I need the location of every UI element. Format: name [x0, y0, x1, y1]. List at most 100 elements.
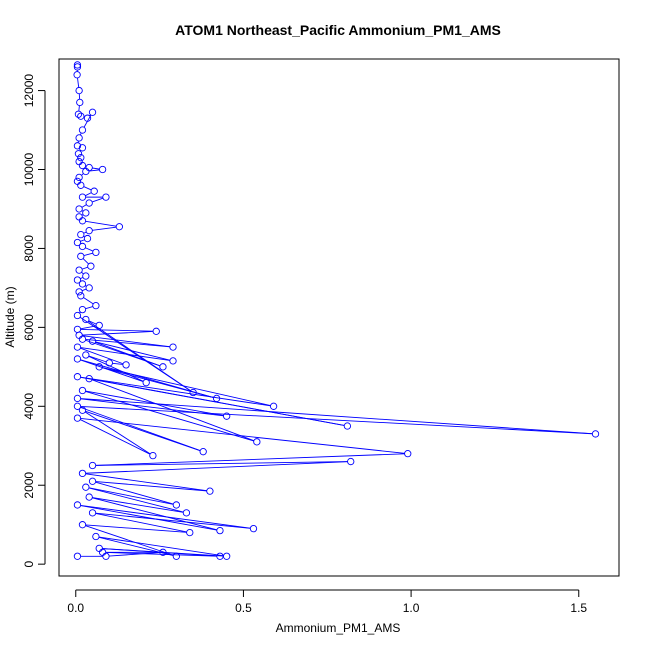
series-segment — [80, 505, 217, 531]
series-segment — [92, 378, 345, 426]
plot-area — [58, 58, 620, 577]
data-point — [85, 284, 93, 292]
data-point — [77, 154, 85, 162]
data-point — [186, 528, 194, 537]
series-segment — [80, 419, 151, 455]
data-point — [73, 414, 82, 422]
series-segment — [82, 335, 170, 348]
series-segment — [92, 497, 217, 531]
data-point — [73, 402, 82, 410]
data-point — [75, 157, 83, 166]
y-tick-label: 8000 — [22, 235, 36, 262]
data-point — [102, 193, 110, 201]
data-point — [75, 266, 83, 274]
data-point — [152, 327, 160, 335]
y-tick-label: 4000 — [22, 393, 36, 420]
data-point — [169, 343, 177, 351]
data-point — [78, 126, 87, 134]
data-point — [199, 448, 207, 456]
data-point — [253, 438, 261, 446]
data-point — [73, 142, 82, 150]
data-point — [82, 315, 90, 324]
data-point — [73, 276, 82, 284]
data-point — [172, 552, 181, 560]
data-point — [78, 144, 87, 152]
series-segment — [80, 359, 144, 383]
series-segment — [83, 231, 87, 234]
data-point — [82, 351, 90, 359]
data-point — [189, 388, 197, 397]
series-segment — [88, 355, 144, 382]
series-segment — [88, 355, 107, 363]
data-point — [98, 165, 107, 174]
data-point — [404, 450, 412, 458]
data-point — [92, 532, 100, 541]
data-point — [73, 71, 81, 79]
data-point — [216, 526, 224, 535]
series-segment — [109, 552, 160, 557]
series-segment — [80, 347, 124, 365]
data-point — [95, 321, 103, 330]
series-segment — [92, 167, 100, 170]
series-segment — [80, 347, 170, 361]
series-segment — [85, 247, 94, 252]
data-point — [73, 311, 82, 320]
data-point — [98, 548, 107, 556]
y-tick-label: 0 — [22, 561, 36, 568]
series-segment — [82, 258, 89, 265]
data-point — [77, 252, 85, 260]
series-segment — [92, 226, 117, 231]
x-tick-label: 1.5 — [570, 601, 587, 615]
data-point — [78, 469, 87, 478]
data-point — [216, 552, 224, 560]
y-tick-label: 2000 — [22, 472, 36, 499]
data-point — [82, 272, 90, 280]
series-segment — [95, 461, 348, 466]
data-point — [73, 63, 82, 71]
data-point — [85, 163, 93, 172]
y-tick-label: 10000 — [22, 152, 36, 186]
series-segment — [81, 204, 87, 208]
series-segment — [80, 398, 593, 435]
series-segment — [95, 453, 405, 466]
series-segment — [80, 376, 271, 407]
data-point — [269, 402, 278, 410]
data-point — [73, 238, 82, 247]
data-point — [87, 262, 95, 270]
data-point — [102, 552, 110, 560]
y-tick-label: 12000 — [22, 74, 36, 108]
data-point — [82, 483, 90, 491]
chart-title: ATOM1 Northeast_Pacific Ammonium_PM1_AMS — [175, 22, 501, 38]
data-point — [73, 552, 82, 560]
series-segment — [95, 513, 187, 533]
data-point — [142, 378, 150, 387]
series-segment — [95, 341, 171, 361]
data-point — [75, 86, 83, 95]
data-point — [88, 108, 97, 116]
x-tick-label: 0.0 — [67, 601, 84, 615]
series-segment — [88, 487, 174, 505]
series-segment — [85, 192, 92, 197]
data-point — [75, 205, 83, 213]
data-point — [83, 114, 92, 122]
data-point — [92, 302, 100, 310]
series-segment — [85, 473, 207, 492]
data-point — [85, 375, 93, 383]
x-axis-label: Ammonium_PM1_AMS — [276, 621, 401, 635]
series-segment — [95, 481, 207, 492]
series-segment — [98, 536, 224, 557]
data-point — [92, 248, 100, 257]
data-point — [73, 343, 82, 351]
data-point — [212, 394, 221, 403]
data-point — [78, 335, 87, 343]
data-point — [73, 177, 82, 185]
series-segment — [105, 551, 217, 557]
data-point — [78, 406, 87, 414]
x-tick-label: 0.5 — [235, 601, 252, 615]
series-segment — [77, 77, 80, 88]
series-segment — [85, 525, 174, 556]
series-segment — [102, 367, 214, 399]
series-segment — [85, 339, 170, 348]
data-point — [85, 227, 93, 235]
